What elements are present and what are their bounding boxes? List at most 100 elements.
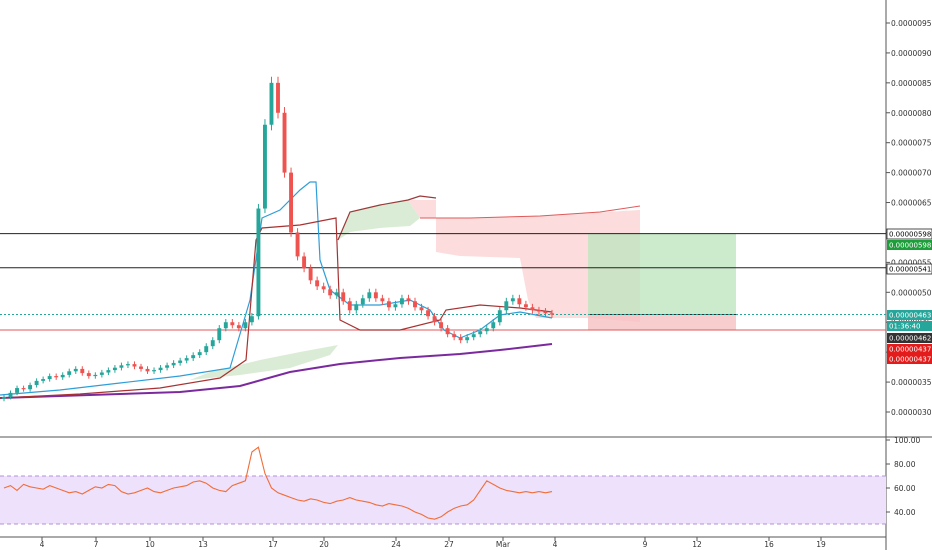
rsi-axis-label: 60.00 xyxy=(894,484,916,493)
candle-body xyxy=(426,310,431,317)
candle xyxy=(210,337,215,350)
time-axis-label: 9 xyxy=(643,540,648,549)
candle xyxy=(491,318,496,332)
candle-body xyxy=(452,334,457,338)
candle xyxy=(197,349,202,358)
price-tag-label: 0.00000437 xyxy=(889,356,931,364)
candle-body xyxy=(276,82,280,113)
candle xyxy=(93,372,98,379)
price-tag: 0.00000462 xyxy=(887,333,932,343)
cloud-green-region xyxy=(338,200,420,240)
candle-body xyxy=(282,112,287,173)
candle xyxy=(67,368,72,378)
candle-body xyxy=(112,367,117,371)
time-axis-label: 4 xyxy=(553,540,558,549)
candle-body xyxy=(139,366,143,369)
candle-body xyxy=(210,340,215,347)
horizontal-lines[interactable] xyxy=(0,233,886,331)
candle xyxy=(236,322,241,332)
candle xyxy=(484,325,489,335)
price-tag: 0.00000463 xyxy=(887,310,932,320)
candle xyxy=(269,76,274,131)
candle xyxy=(54,373,59,380)
candle-body xyxy=(295,232,300,257)
candle-body xyxy=(165,365,170,368)
time-axis-label: 12 xyxy=(692,540,702,549)
candle xyxy=(517,294,522,308)
price-axis-label: 0.00000550 xyxy=(891,258,932,267)
candle xyxy=(204,343,209,356)
candle xyxy=(302,252,307,273)
candle-body xyxy=(432,316,437,323)
candle xyxy=(243,318,248,332)
candle xyxy=(145,366,150,374)
candle-body xyxy=(93,374,98,377)
candle-body xyxy=(543,311,548,314)
rsi-band-fill xyxy=(0,476,886,524)
price-axis-label: 0.00000650 xyxy=(891,199,932,208)
candle xyxy=(478,328,483,338)
candle xyxy=(171,360,176,369)
candle-body xyxy=(54,376,59,378)
candle-body xyxy=(478,331,483,335)
loss-zone[interactable] xyxy=(588,314,736,331)
price-tag-box xyxy=(887,333,932,343)
candle-body xyxy=(15,388,20,393)
time-axis[interactable]: 4 7 10 13 17 20 24 27 Mar 4 9 12 16 19 xyxy=(40,537,826,549)
candle xyxy=(99,369,104,378)
senkou-b-line xyxy=(420,205,641,219)
candle-body xyxy=(523,304,528,308)
candle xyxy=(165,362,170,371)
candle xyxy=(536,306,541,315)
candle xyxy=(282,107,287,178)
candle-body xyxy=(119,365,124,368)
candle-body xyxy=(530,307,535,311)
candle-body xyxy=(536,310,541,312)
candle xyxy=(341,288,346,305)
candle xyxy=(367,288,372,302)
time-axis-label: 20 xyxy=(319,540,329,549)
candle-body xyxy=(517,298,522,305)
rsi-axis[interactable]: 40.00 60.00 80.00 100.00 xyxy=(886,436,920,517)
candle xyxy=(393,300,398,311)
candle xyxy=(184,355,189,364)
candle xyxy=(289,167,294,237)
candle xyxy=(73,366,78,374)
candle-body xyxy=(289,172,294,233)
time-axis-label: 16 xyxy=(764,540,774,549)
price-tag: 01:36:40 xyxy=(887,321,932,331)
rsi-axis-label: 80.00 xyxy=(894,460,916,469)
candle-body xyxy=(328,289,333,296)
candle-body xyxy=(373,292,378,299)
price-axis-label: 0.00000350 xyxy=(891,378,932,387)
candle-body xyxy=(262,124,267,209)
time-axis-label: 7 xyxy=(94,540,99,549)
candle-body xyxy=(249,316,254,323)
candle xyxy=(28,382,33,392)
candle xyxy=(458,334,463,344)
candle xyxy=(106,367,111,376)
candle-body xyxy=(125,364,130,366)
candle xyxy=(249,312,254,326)
candle xyxy=(223,318,228,332)
long-position-tool[interactable] xyxy=(588,233,736,331)
candle-body xyxy=(41,379,46,381)
candle-body xyxy=(230,322,235,326)
candle-body xyxy=(471,334,476,338)
candle-body xyxy=(406,298,411,302)
price-tag-label: 0.00000598 xyxy=(889,231,931,239)
candle-body xyxy=(8,392,13,398)
candle-body xyxy=(80,368,85,374)
candle-body xyxy=(34,380,39,386)
price-tag-label: 0.00000462 xyxy=(889,335,931,343)
candle-body xyxy=(308,268,313,281)
candle-body xyxy=(236,325,241,329)
candle xyxy=(360,294,365,308)
candle-body xyxy=(60,374,65,378)
candle-body xyxy=(158,367,163,371)
candle xyxy=(41,376,46,384)
price-axis-label: 0.00000500 xyxy=(891,288,932,297)
profit-zone[interactable] xyxy=(588,233,736,315)
price-tag-label: 0.00000463 xyxy=(889,312,931,320)
